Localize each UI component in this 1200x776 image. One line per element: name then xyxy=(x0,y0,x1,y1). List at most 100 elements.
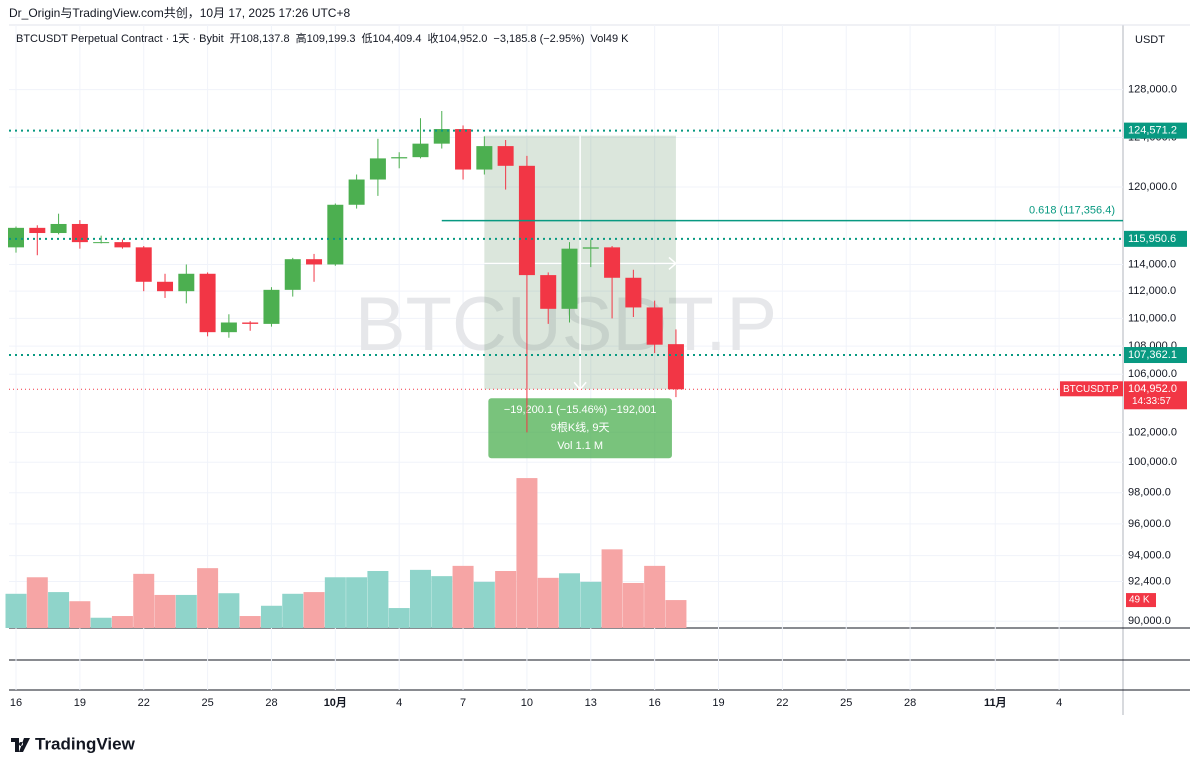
price-line-tag xyxy=(1124,122,1187,139)
legend-key: Vol xyxy=(591,33,606,45)
x-tick-label: 16 xyxy=(649,697,661,709)
volume-bar xyxy=(69,601,91,628)
measure-label: 9根K线, 9天 xyxy=(551,420,610,434)
header: Dr_Origin与TradingView.com共创，10月 17, 2025… xyxy=(9,6,350,20)
volume-bar xyxy=(154,594,176,628)
measure-arrowhead xyxy=(573,381,587,391)
candle-body xyxy=(220,322,237,333)
volume-bar xyxy=(580,581,602,628)
volume-bar xyxy=(559,573,580,628)
y-tick-label: 102,000.0 xyxy=(1128,426,1177,438)
y-tick-label: 94,000.0 xyxy=(1128,550,1171,562)
candle-body xyxy=(391,157,408,159)
logo: TradingView xyxy=(11,734,136,753)
candle-body xyxy=(369,158,386,180)
logo-text: TradingView xyxy=(35,734,136,753)
volume-bar xyxy=(111,616,133,628)
candle-body xyxy=(242,322,259,324)
candle-body xyxy=(497,146,514,166)
candle-body xyxy=(50,223,67,234)
logo-icon xyxy=(11,738,30,752)
y-tick-label: 100,000.0 xyxy=(1128,456,1177,468)
x-tick-label: 10月 xyxy=(324,696,347,709)
volume-bar xyxy=(388,608,410,628)
measure-arrowhead xyxy=(668,256,678,271)
volume-bar xyxy=(5,593,27,628)
legend-value: −3,185.8 (−2.95%) xyxy=(493,33,584,45)
currency-unit: USDT xyxy=(1135,34,1165,46)
measure-label: Vol 1.1 M xyxy=(557,440,603,452)
measure-label: −19,200.1 (−15.46%) −192,001 xyxy=(504,404,657,416)
candle-body xyxy=(306,259,323,265)
volume-bar xyxy=(622,582,644,628)
candle-body xyxy=(135,247,152,282)
candle-body xyxy=(199,273,216,333)
volume-bar xyxy=(324,577,346,628)
candle-body xyxy=(604,247,621,278)
x-tick-label: 22 xyxy=(776,697,788,709)
countdown: 14:33:57 xyxy=(1132,396,1171,407)
x-tick-label: 13 xyxy=(585,697,597,709)
price-line-label: 107,362.1 xyxy=(1128,349,1177,361)
volume-bar xyxy=(303,592,325,628)
candle-body xyxy=(476,146,493,170)
x-tick-label: 22 xyxy=(138,697,150,709)
y-tick-label: 106,000.0 xyxy=(1128,368,1177,380)
legend-title: BTCUSDT Perpetual Contract · 1天 · Bybit xyxy=(16,33,224,45)
y-tick-label: 110,000.0 xyxy=(1128,312,1176,324)
volume-tag xyxy=(1126,593,1156,608)
y-tick-label: 92,400.0 xyxy=(1128,575,1171,587)
price-line-tag xyxy=(1124,347,1187,364)
candle-body xyxy=(263,289,280,324)
y-tick-label: 128,000.0 xyxy=(1128,84,1177,96)
price-line-label: 115,950.6 xyxy=(1128,233,1176,245)
volume-bar xyxy=(48,592,70,628)
volume-bar xyxy=(133,573,155,628)
y-tick-label: 114,000.0 xyxy=(1128,258,1176,270)
x-tick-label: 7 xyxy=(460,697,466,709)
candle-body xyxy=(625,277,642,308)
symbol-tag xyxy=(1060,381,1123,397)
volume-bar xyxy=(26,577,48,628)
volume-bar xyxy=(90,617,112,628)
volume-bar xyxy=(409,569,431,628)
candle-body xyxy=(646,307,663,345)
y-tick-label: 112,000.0 xyxy=(1128,285,1176,297)
volume-bar xyxy=(452,565,474,628)
last-price-label: 104,952.0 xyxy=(1128,383,1177,395)
candle-body xyxy=(71,223,88,243)
candle-body xyxy=(667,344,684,390)
last-price-tag xyxy=(1124,381,1187,410)
candle-body xyxy=(433,129,450,144)
volume-bar xyxy=(473,581,495,628)
volume-bar xyxy=(601,549,623,628)
x-tick-label: 16 xyxy=(10,697,22,709)
legend-value: 104,952.0 xyxy=(438,33,487,45)
volume-bar xyxy=(239,616,261,628)
y-tick-label: 96,000.0 xyxy=(1128,518,1171,530)
legend-value: 109,199.3 xyxy=(307,33,356,45)
legend-value: 49 K xyxy=(606,33,629,45)
volume-tag-label: 49 K xyxy=(1129,595,1150,606)
y-tick-label: 90,000.0 xyxy=(1128,615,1171,627)
volume-bar xyxy=(367,571,389,628)
volume-bar xyxy=(644,565,666,628)
candle-body xyxy=(348,179,365,205)
volume-bar xyxy=(218,593,240,628)
volume-bar xyxy=(516,478,538,628)
legend-key: 低 xyxy=(362,32,373,45)
candle-body xyxy=(8,227,24,248)
measure-label-box xyxy=(488,398,672,459)
candle-body xyxy=(93,242,110,244)
legend-key: 收 xyxy=(427,31,438,45)
plot: −19,200.1 (−15.46%) −192,001 9根K线, 9天 Vol … xyxy=(5,111,1123,628)
candle-body xyxy=(29,227,46,234)
volume-bar xyxy=(665,600,687,628)
x-tick-label: 19 xyxy=(74,697,86,709)
x-tick-label: 25 xyxy=(201,697,213,709)
x-tick-label: 10 xyxy=(521,697,533,709)
candle-body xyxy=(178,273,195,292)
price-line-label: 124,571.2 xyxy=(1128,125,1177,137)
x-tick-label: 11月 xyxy=(984,696,1007,709)
